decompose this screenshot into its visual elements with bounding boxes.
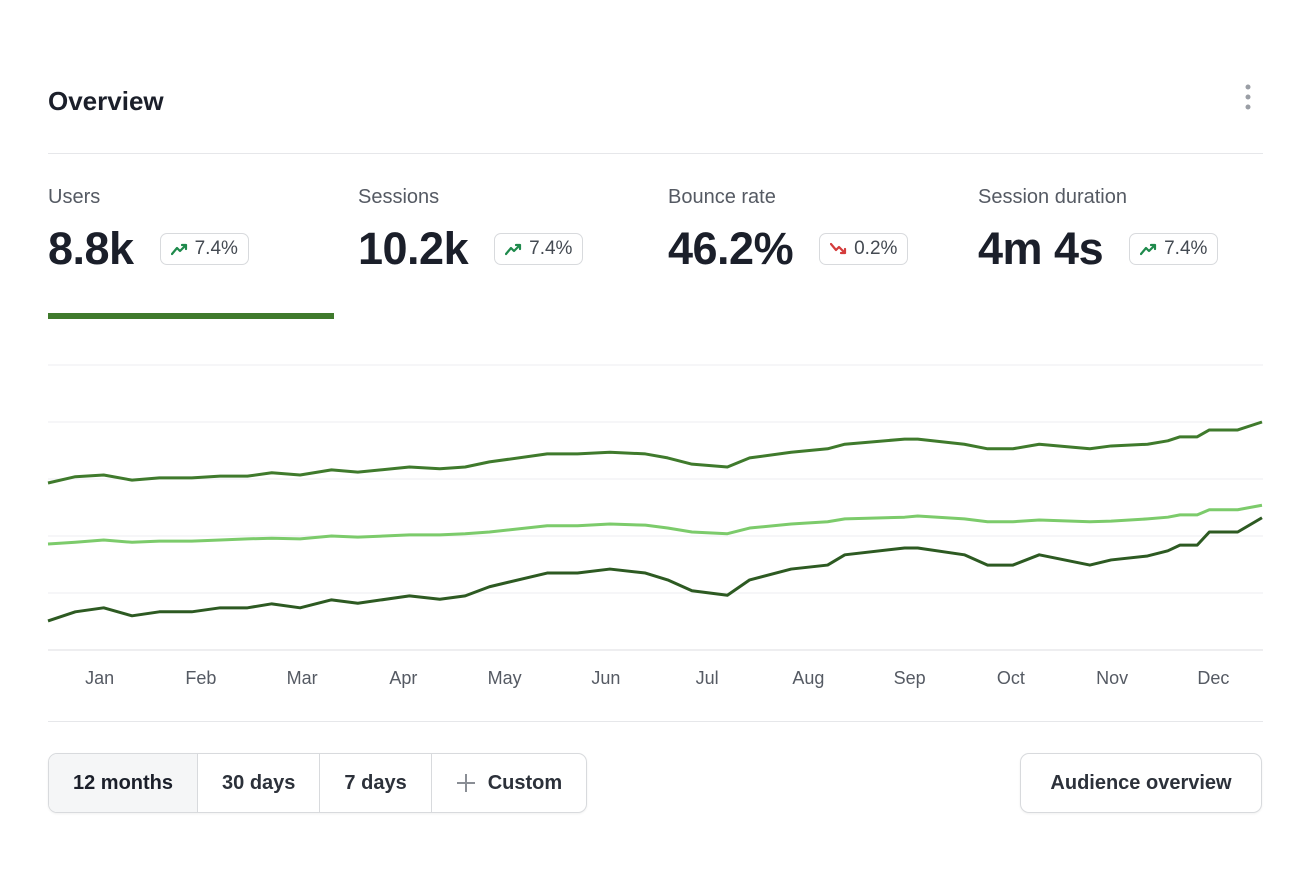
change-badge: 0.2% [819, 233, 909, 265]
change-badge: 7.4% [494, 233, 584, 265]
metric-row: 10.2k 7.4% [358, 223, 658, 275]
plus-icon [456, 774, 475, 792]
x-tick-label: Nov [1096, 668, 1128, 688]
change-badge: 7.4% [159, 233, 249, 265]
divider [48, 153, 1263, 154]
trend-icon [830, 242, 847, 255]
metric[interactable]: Users 8.8k 7.4% [48, 186, 348, 275]
metric[interactable]: Bounce rate 46.2% 0.2% [668, 186, 968, 275]
metric[interactable]: Session duration 4m 4s 7.4% [978, 186, 1278, 275]
metric-row: 4m 4s 7.4% [978, 223, 1278, 275]
trend-icon [505, 243, 522, 256]
audience-button[interactable]: Audience overview [1020, 753, 1262, 813]
trend-arrow [505, 243, 522, 256]
line [47, 503, 1263, 546]
x-tick-label: Jul [696, 668, 719, 688]
range-button[interactable]: Custom [430, 754, 586, 812]
metric-row: 46.2% 0.2% [668, 223, 968, 275]
selected-indicator [48, 313, 334, 319]
line [47, 420, 1263, 485]
chart: Jan Feb Mar Apr May Jun Jul Aug Sep Oct Nov Dec [47, 364, 1263, 688]
trend-arrow [830, 242, 847, 255]
metric-label: Sessions [358, 186, 440, 208]
metric-label: Users [48, 186, 101, 208]
metric-value: 10.2k [358, 223, 469, 274]
metric-value: 46.2% [668, 223, 794, 274]
trend-icon [1140, 243, 1157, 256]
change-value: 7.4% [194, 238, 238, 259]
metric-label: Session duration [978, 186, 1127, 208]
range-selector: 12 months 30 days 7 days Custom [48, 753, 588, 813]
change-value: 7.4% [529, 238, 573, 259]
trend-icon [170, 243, 187, 256]
x-tick-label: Feb [185, 668, 216, 688]
metric-row: 8.8k 7.4% [48, 223, 348, 275]
metric[interactable]: Sessions 10.2k 7.4% [358, 186, 658, 275]
range-button[interactable]: 7 days [319, 754, 430, 812]
range-label: 12 months [73, 771, 174, 794]
plus [456, 774, 475, 792]
line [47, 516, 1263, 623]
x-tick-label: Oct [997, 668, 1025, 688]
change-value: 0.2% [854, 238, 898, 259]
range-button[interactable]: 30 days [197, 754, 319, 812]
range-button[interactable]: 12 months [49, 754, 198, 812]
divider [48, 721, 1263, 722]
range-label: 30 days [222, 771, 296, 794]
change-value: 7.4% [1164, 238, 1208, 259]
x-tick-label: Sep [894, 668, 926, 688]
x-tick-label: Mar [287, 668, 318, 688]
x-tick-label: Jun [591, 668, 620, 688]
trend-arrow [1140, 243, 1157, 256]
metric-value: 8.8k [48, 223, 134, 274]
more-menu[interactable] [1240, 82, 1256, 114]
change-badge: 7.4% [1129, 233, 1219, 265]
x-tick-label: May [488, 668, 522, 688]
x-tick-label: Apr [389, 668, 417, 688]
metric-value: 4m 4s [978, 223, 1104, 274]
x-tick-label: Jan [85, 668, 114, 688]
trend-arrow [170, 243, 187, 256]
title: Overview [48, 86, 164, 116]
range-label: 7 days [344, 771, 407, 794]
x-tick-label: Aug [792, 668, 824, 688]
x-tick-label: Dec [1197, 668, 1229, 688]
range-label: Custom [487, 771, 563, 794]
metric-label: Bounce rate [668, 186, 776, 208]
